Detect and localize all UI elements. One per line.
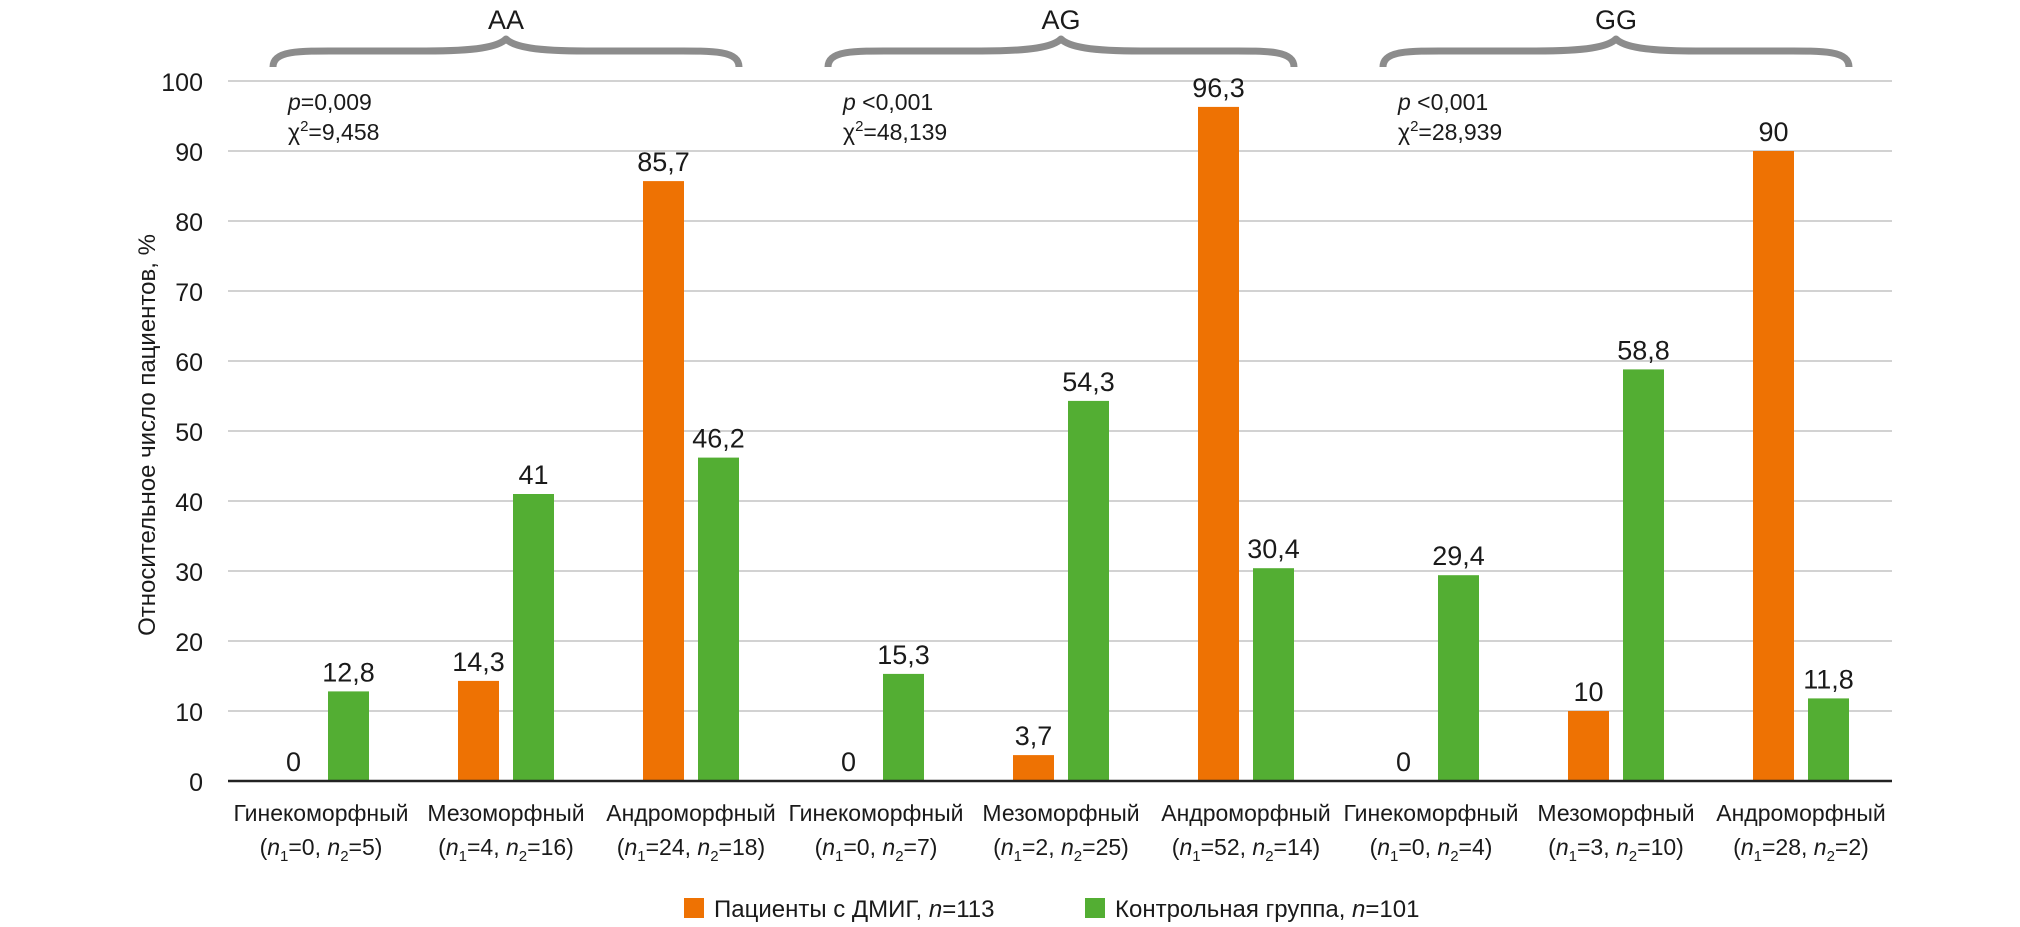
category-label: Андроморфный (n1=52, n2=14) [1161,800,1330,865]
category-name: Мезоморфный [982,800,1139,826]
value-label-patients: 10 [1573,677,1603,707]
category-counts: (n1=3, n2=10) [1548,834,1684,865]
bar-control [1808,698,1849,781]
bar-patients [1013,755,1054,781]
category-name: Гинекоморфный [788,800,963,826]
category-name: Андроморфный [1161,800,1330,826]
value-label-patients: 0 [286,747,301,777]
y-tick-label: 0 [189,769,203,797]
y-tick-label: 70 [175,279,203,307]
chi-square-value: χ2=9,458 [288,118,379,145]
value-labels: 0 12,8 14,3 41 85,7 46,2 0 15,3 3,7 54,3 96,3 30,4 0… [286,73,1854,777]
category-counts: (n1=0, n2=5) [260,834,383,865]
value-label-patients: 3,7 [1015,721,1053,751]
legend: Пациенты с ДМИГ, n=113 Контрольная группа… [684,896,1419,923]
y-tick-label: 90 [175,139,203,167]
bar-patients [1753,151,1794,781]
group-label: AA [488,5,524,35]
value-label-control: 41 [518,460,548,490]
bar-control [1253,568,1294,781]
group-braces: AA AG GG [269,5,1853,68]
p-value: p <0,001 [842,89,933,115]
bars [328,106,1849,782]
value-label-patients: 0 [841,747,856,777]
category-name: Андроморфный [606,800,775,826]
value-label-patients: 14,3 [452,647,505,677]
bar-control [698,457,739,781]
category-name: Гинекоморфный [233,800,408,826]
category-name: Гинекоморфный [1343,800,1518,826]
legend-label: Пациенты с ДМИГ, n=113 [714,896,994,923]
legend-swatch-patients [684,898,704,918]
category-label: Мезоморфный (n1=3, n2=10) [1537,800,1694,865]
value-label-control: 11,8 [1803,664,1854,694]
category-counts: (n1=0, n2=7) [815,834,938,865]
category-counts: (n1=4, n2=16) [438,834,574,865]
category-label: Мезоморфный (n1=2, n2=25) [982,800,1139,865]
bar-patients [643,181,684,782]
bar-patients [458,680,499,781]
category-name: Мезоморфный [1537,800,1694,826]
category-counts: (n1=0, n2=4) [1370,834,1493,865]
value-label-control: 29,4 [1432,541,1485,571]
group-brace-gg [1379,35,1853,68]
y-tick-label: 20 [175,629,203,657]
value-label-control: 30,4 [1247,534,1300,564]
chi-square-value: χ2=48,139 [843,118,947,145]
y-tick-label: 60 [175,349,203,377]
legend-item-patients: Пациенты с ДМИГ, n=113 [684,896,994,923]
p-value: p=0,009 [287,89,372,115]
group-brace-ag [824,35,1298,68]
y-tick-label: 40 [175,489,203,517]
y-axis-ticks: 0 10 20 30 40 50 60 70 80 90 100 [161,69,203,797]
bar-control [1623,369,1664,781]
x-axis-category-labels: Гинекоморфный (n1=0, n2=5) Мезоморфный (n1=… [233,800,1885,865]
value-label-control: 46,2 [692,424,745,454]
value-label-control: 15,3 [877,640,930,670]
value-label-control: 12,8 [322,657,375,687]
value-label-patients: 90 [1758,117,1788,147]
value-label-control: 58,8 [1617,335,1670,365]
category-name: Мезоморфный [427,800,584,826]
bar-control [1438,575,1479,781]
value-label-control: 54,3 [1062,367,1115,397]
y-axis-title: Относительное число пациентов, % [134,234,161,636]
legend-label: Контрольная группа, n=101 [1115,896,1419,923]
legend-swatch-control [1085,898,1105,918]
category-label: Мезоморфный (n1=4, n2=16) [427,800,584,865]
y-tick-label: 10 [175,699,203,727]
category-counts: (n1=52, n2=14) [1172,834,1320,865]
p-value: p <0,001 [1397,89,1488,115]
y-tick-label: 30 [175,559,203,587]
category-name: Андроморфный [1716,800,1885,826]
group-label: AG [1041,5,1080,35]
category-counts: (n1=24, n2=18) [617,834,765,865]
group-statistics: p=0,009 χ2=9,458 p <0,001 χ2=48,139 p <0,001… [287,89,1502,145]
value-label-patients: 0 [1396,747,1411,777]
category-counts: (n1=2, n2=25) [993,834,1129,865]
value-label-patients: 85,7 [637,147,690,177]
category-counts: (n1=28, n2=2) [1733,834,1869,865]
value-label-patients: 96,3 [1192,73,1245,103]
y-tick-label: 50 [175,419,203,447]
category-label: Андроморфный (n1=24, n2=18) [606,800,775,865]
bar-control [328,691,369,781]
legend-item-control: Контрольная группа, n=101 [1085,896,1419,923]
bar-control [883,673,924,781]
y-tick-label: 80 [175,209,203,237]
group-label: GG [1595,5,1637,35]
category-label: Гинекоморфный (n1=0, n2=7) [788,800,963,865]
bar-control [1068,400,1109,781]
y-tick-label: 100 [161,69,203,97]
chi-square-value: χ2=28,939 [1398,118,1502,145]
bar-patients [1568,711,1609,781]
category-label: Гинекоморфный (n1=0, n2=4) [1343,800,1518,865]
category-label: Гинекоморфный (n1=0, n2=5) [233,800,408,865]
gridlines [228,80,1892,712]
bar-patients [1198,106,1239,781]
bar-control [513,494,554,781]
group-brace-aa [269,35,743,68]
category-label: Андроморфный (n1=28, n2=2) [1716,800,1885,865]
